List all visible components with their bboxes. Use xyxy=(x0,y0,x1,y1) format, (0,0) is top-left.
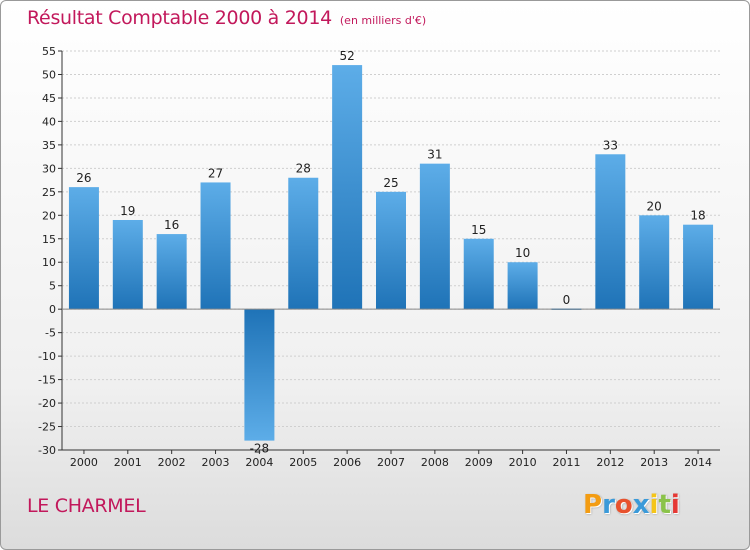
title-text: Résultat Comptable 2000 à 2014 xyxy=(27,7,332,29)
y-tick-label: 45 xyxy=(42,92,56,105)
y-tick-label: 10 xyxy=(42,256,56,269)
y-tick-label: -10 xyxy=(38,350,56,363)
x-tick-label-2013: 2013 xyxy=(640,456,668,469)
y-tick-label: -15 xyxy=(38,374,56,387)
bar-2010 xyxy=(507,262,538,310)
x-tick-label-2003: 2003 xyxy=(202,456,230,469)
bar-2009 xyxy=(463,238,494,310)
bar-2001 xyxy=(112,219,143,310)
y-tick-label: 25 xyxy=(42,186,56,199)
y-tick-label: 0 xyxy=(49,303,56,316)
value-label-2006: 52 xyxy=(339,49,354,63)
commune-name: LE CHARMEL xyxy=(27,495,146,517)
x-tick-label-2014: 2014 xyxy=(684,456,712,469)
x-tick-label-2007: 2007 xyxy=(377,456,405,469)
x-tick-label-2005: 2005 xyxy=(289,456,317,469)
y-tick-label: 5 xyxy=(49,280,56,293)
bar-2012 xyxy=(595,154,626,310)
bar-2014 xyxy=(683,224,714,310)
x-tick-label-2011: 2011 xyxy=(552,456,580,469)
value-label-2005: 28 xyxy=(296,162,311,176)
value-label-2009: 15 xyxy=(471,223,486,237)
value-label-2012: 33 xyxy=(603,138,618,152)
value-label-2008: 31 xyxy=(427,148,442,162)
chart-title: Résultat Comptable 2000 à 2014 (en millie… xyxy=(27,7,426,29)
value-label-2013: 20 xyxy=(647,199,662,213)
y-tick-label: 40 xyxy=(42,115,56,128)
y-tick-label: -20 xyxy=(38,397,56,410)
logo-letter: i xyxy=(649,490,659,520)
value-label-2010: 10 xyxy=(515,246,530,260)
x-tick-label-2006: 2006 xyxy=(333,456,361,469)
logo-letter: t xyxy=(658,490,671,520)
logo-letter: x xyxy=(632,490,650,520)
y-tick-label: 55 xyxy=(42,45,56,58)
value-label-2004: -28 xyxy=(250,442,270,456)
y-tick-label: -25 xyxy=(38,421,56,434)
x-tick-label-2000: 2000 xyxy=(70,456,98,469)
value-labels: 26 19 16 27 -28 28 52 25 31 15 10 0 33 20 18 xyxy=(76,49,705,456)
bar-2002 xyxy=(156,234,187,310)
y-tick-label: 50 xyxy=(42,68,56,81)
x-tick-label-2009: 2009 xyxy=(465,456,493,469)
x-tick-label-2004: 2004 xyxy=(245,456,273,469)
y-tick-label: 15 xyxy=(42,233,56,246)
x-tick-label-2010: 2010 xyxy=(509,456,537,469)
bars xyxy=(68,65,714,441)
y-tick-label: -5 xyxy=(45,327,56,340)
axes: -30 -25 -20 -15 -10 -5 0 5 10 15 20 25 30 35 40 45 50 55 2… xyxy=(38,45,720,469)
bar-2006 xyxy=(332,65,363,310)
x-tick-label-2002: 2002 xyxy=(158,456,186,469)
value-label-2003: 27 xyxy=(208,166,223,180)
y-tick-label: 20 xyxy=(42,209,56,222)
logo-letter: r xyxy=(602,490,615,520)
bar-2000 xyxy=(68,187,99,310)
value-label-2001: 19 xyxy=(120,204,135,218)
value-label-2002: 16 xyxy=(164,218,179,232)
x-tick-label-2012: 2012 xyxy=(596,456,624,469)
bar-2013 xyxy=(639,215,670,310)
value-label-2011: 0 xyxy=(563,293,571,307)
value-label-2014: 18 xyxy=(690,209,705,223)
title-unit: (en milliers d'€) xyxy=(339,14,427,27)
value-label-2007: 25 xyxy=(383,176,398,190)
bar-2003 xyxy=(200,182,231,310)
bar-2005 xyxy=(288,177,319,310)
bar-2004 xyxy=(244,309,275,441)
proxiti-logo: Proxiti xyxy=(583,490,680,520)
y-tick-label: 35 xyxy=(42,139,56,152)
x-tick-label-2008: 2008 xyxy=(421,456,449,469)
logo-letter: P xyxy=(583,490,603,520)
logo-letter: i xyxy=(670,490,680,520)
logo-letter: o xyxy=(614,490,633,520)
bar-2007 xyxy=(376,191,406,310)
y-tick-label: -30 xyxy=(38,444,56,457)
y-tick-label: 30 xyxy=(42,162,56,175)
bar-2008 xyxy=(419,163,450,310)
x-tick-label-2001: 2001 xyxy=(114,456,142,469)
value-label-2000: 26 xyxy=(76,171,91,185)
